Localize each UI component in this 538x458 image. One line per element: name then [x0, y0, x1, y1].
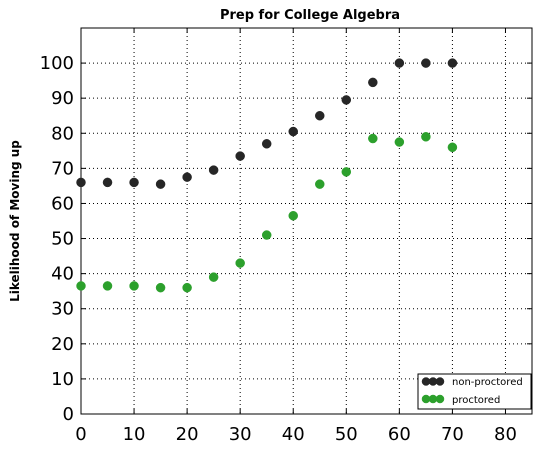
tick-labels: 0 10 20 30 40 50 60 70 80 0 10 20 30 40 50 60 70 80 90 100: [40, 53, 517, 445]
y-tick-label: 60: [51, 193, 74, 214]
data-point-proctored: [288, 210, 298, 221]
x-tick-label: 0: [75, 424, 86, 445]
y-tick-label: 10: [51, 369, 74, 390]
y-tick-label: 30: [51, 299, 74, 320]
legend-label-non-proctored: non-proctored: [452, 377, 523, 388]
x-tick-label: 60: [388, 424, 411, 445]
data-point-proctored: [208, 272, 219, 282]
legend-marker-dot: [435, 394, 445, 404]
legend-marker-proctored: [421, 394, 445, 404]
data-point-proctored: [368, 133, 378, 144]
y-tick-label: 70: [51, 158, 74, 179]
data-point-non-proctored: [447, 58, 458, 68]
data-point-proctored: [129, 281, 139, 291]
data-point-non-proctored: [368, 77, 378, 88]
y-tick-label: 20: [51, 334, 74, 355]
legend-marker-non-proctored: [421, 377, 445, 386]
data-point-proctored: [315, 179, 325, 189]
data-point-proctored: [341, 167, 352, 177]
y-tick-label: 40: [51, 264, 74, 285]
data-point-proctored: [261, 230, 272, 240]
legend: non-proctored proctored: [417, 373, 532, 410]
data-point-proctored: [235, 258, 245, 268]
legend-label-proctored: proctored: [452, 395, 500, 406]
data-point-proctored: [102, 281, 113, 291]
x-tick-label: 50: [335, 424, 358, 445]
x-tick-label: 80: [494, 424, 517, 445]
y-tick-label: 80: [51, 123, 74, 144]
data-point-proctored: [182, 282, 192, 293]
plot-frame: [80, 27, 533, 415]
data-point-non-proctored: [76, 177, 86, 188]
legend-entry-proctored: proctored: [421, 394, 500, 406]
data-point-proctored: [447, 142, 458, 153]
data-point-non-proctored: [155, 179, 166, 189]
data-point-proctored: [394, 137, 405, 147]
data-points: [76, 58, 458, 293]
x-tick-label: 30: [229, 424, 252, 445]
data-point-non-proctored: [288, 126, 298, 137]
data-point-non-proctored: [341, 95, 352, 105]
data-point-proctored: [421, 132, 431, 142]
legend-entry-non-proctored: non-proctored: [421, 377, 523, 388]
data-point-non-proctored: [235, 151, 245, 161]
y-axis-label: Likelihood of Moving up: [8, 140, 22, 302]
data-point-non-proctored: [182, 172, 192, 182]
data-point-proctored: [155, 282, 166, 293]
grid-lines: [81, 28, 532, 414]
y-tick-label: 0: [63, 404, 74, 425]
axis-ticks: [80, 28, 532, 415]
data-point-non-proctored: [208, 165, 219, 175]
data-point-proctored: [76, 281, 86, 291]
legend-marker-dot: [435, 377, 445, 386]
data-point-non-proctored: [394, 58, 405, 68]
x-tick-label: 70: [441, 424, 464, 445]
x-tick-label: 40: [282, 424, 305, 445]
data-point-non-proctored: [102, 177, 113, 188]
data-point-non-proctored: [315, 110, 325, 121]
x-tick-label: 10: [123, 424, 146, 445]
y-tick-label: 90: [51, 88, 74, 109]
data-point-non-proctored: [261, 139, 272, 149]
x-tick-label: 20: [176, 424, 199, 445]
y-tick-label: 100: [40, 53, 74, 74]
data-point-non-proctored: [421, 58, 431, 68]
chart-title: Prep for College Algebra: [220, 8, 400, 23]
data-point-non-proctored: [129, 177, 139, 188]
y-tick-label: 50: [51, 229, 74, 250]
